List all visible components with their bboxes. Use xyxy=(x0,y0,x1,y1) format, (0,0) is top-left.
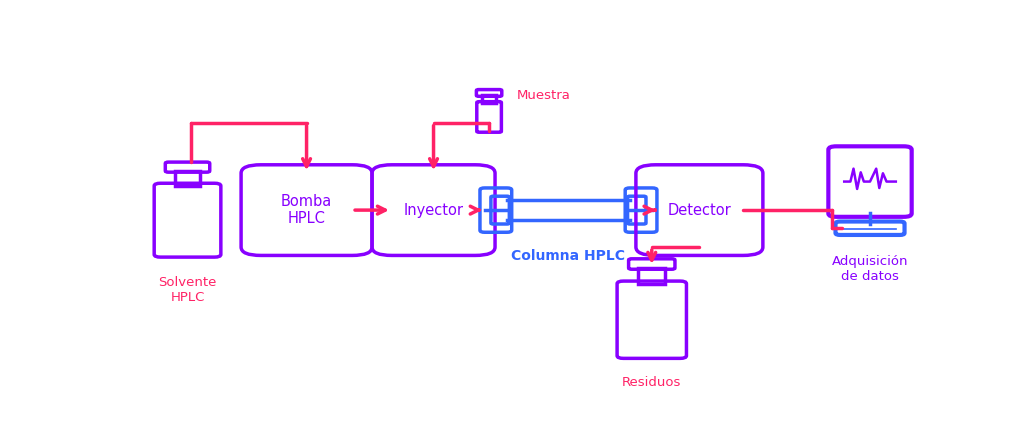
Text: Solvente
HPLC: Solvente HPLC xyxy=(159,276,217,303)
Bar xyxy=(482,95,497,103)
Bar xyxy=(638,268,666,284)
Text: Columna HPLC: Columna HPLC xyxy=(511,249,626,263)
Bar xyxy=(175,171,201,186)
Text: Muestra: Muestra xyxy=(517,89,570,102)
Text: Adquisición
de datos: Adquisición de datos xyxy=(831,255,908,283)
Text: Inyector: Inyector xyxy=(403,203,464,218)
Text: Detector: Detector xyxy=(668,203,731,218)
Text: Residuos: Residuos xyxy=(623,376,681,389)
Text: Bomba
HPLC: Bomba HPLC xyxy=(281,194,332,226)
